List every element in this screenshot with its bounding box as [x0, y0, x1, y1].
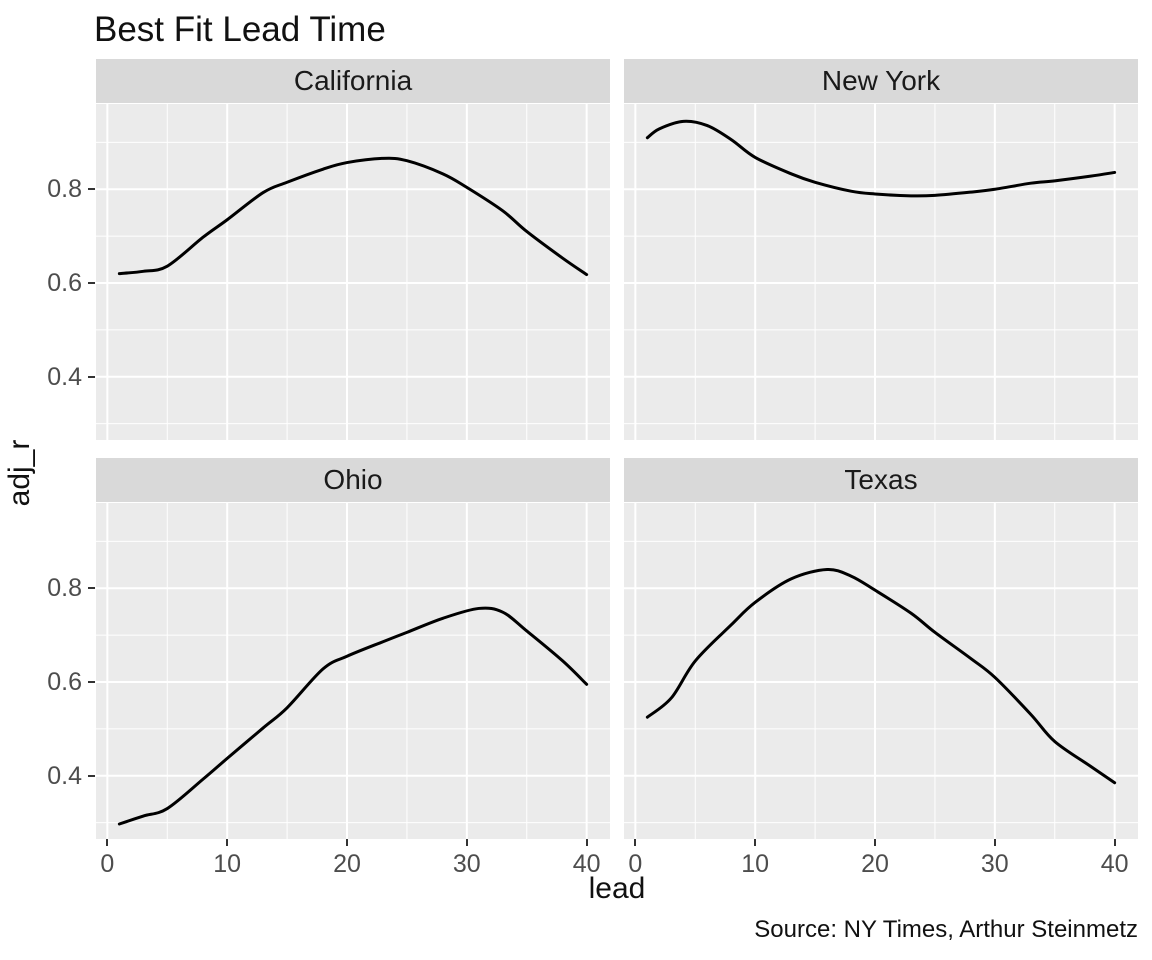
panel-ohio — [96, 503, 610, 839]
y-tick-label: 0.6 — [47, 668, 82, 696]
x-tick-mark — [874, 839, 876, 846]
facet-strip-texas: Texas — [624, 458, 1138, 502]
x-tick-mark — [634, 839, 637, 846]
panel-plot-ohio — [96, 503, 610, 839]
panel-new-york — [624, 104, 1138, 440]
y-tick-label: 0.6 — [47, 269, 82, 297]
x-tick-mark — [226, 839, 229, 846]
x-tick-mark — [465, 839, 468, 846]
y-tick-mark — [88, 188, 95, 191]
trend-line-california — [117, 156, 589, 277]
panel-texas — [624, 503, 1138, 839]
facet-label: Texas — [844, 464, 918, 495]
facet-strip-ohio: Ohio — [96, 458, 610, 502]
trend-line-texas — [645, 568, 1117, 785]
x-tick-label: 10 — [741, 850, 770, 878]
x-tick-label: 20 — [861, 850, 889, 878]
panel-plot-texas — [624, 503, 1138, 839]
x-tick-label: 0 — [100, 850, 115, 878]
x-tick-mark — [346, 839, 348, 846]
trend-line-ohio — [117, 606, 589, 826]
x-tick-label: 30 — [980, 850, 1009, 878]
trend-line-new-york — [645, 119, 1117, 198]
y-tick-mark — [88, 681, 95, 683]
chart-title: Best Fit Lead Time — [94, 10, 386, 49]
panel-california — [96, 104, 610, 440]
panel-plot-new-york — [624, 104, 1138, 440]
y-tick-mark — [88, 587, 95, 590]
y-axis-title: adj_r — [3, 439, 36, 507]
y-tick-label: 0.4 — [47, 362, 82, 391]
x-tick-label: 40 — [572, 850, 601, 878]
y-tick-mark — [88, 282, 95, 284]
facet-label: California — [293, 65, 413, 96]
x-tick-label: 40 — [1100, 850, 1129, 878]
source-caption: Source: NY Times, Arthur Steinmetz — [754, 916, 1138, 943]
x-tick-mark — [754, 839, 757, 846]
y-tick-label: 0.8 — [47, 175, 82, 204]
y-tick-label: 0.8 — [47, 574, 82, 603]
panel-plot-california — [96, 104, 610, 440]
x-tick-label: 30 — [452, 850, 481, 878]
y-tick-mark — [88, 774, 95, 777]
x-axis-title: lead — [588, 872, 646, 905]
facet-label: Ohio — [323, 464, 383, 495]
facet-label: New York — [821, 65, 941, 96]
x-tick-label: 0 — [628, 850, 643, 878]
x-tick-mark — [106, 839, 109, 846]
x-tick-mark — [585, 839, 588, 846]
y-tick-mark — [88, 375, 95, 378]
x-tick-mark — [1113, 839, 1116, 846]
x-tick-mark — [993, 839, 996, 846]
x-tick-label: 10 — [213, 850, 242, 878]
x-tick-label: 20 — [333, 850, 361, 878]
facet-strip-new-york: New York — [624, 59, 1138, 103]
y-tick-label: 0.4 — [47, 761, 82, 790]
facet-strip-california: California — [96, 59, 610, 103]
